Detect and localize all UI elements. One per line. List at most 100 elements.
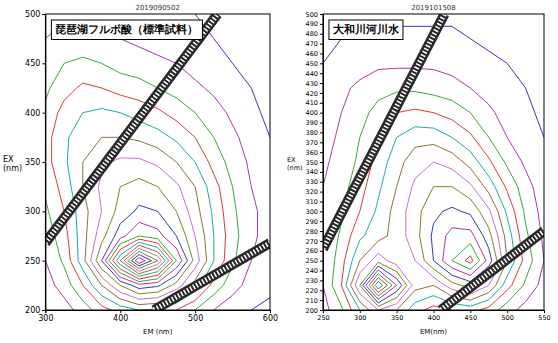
chart-svg: 300 400 500 600 200 250 300 350 400 450 500 EM (nm)… — [0, 0, 558, 343]
y-tick: 320 — [306, 188, 323, 196]
y-axis-title: EX(nm) — [3, 155, 22, 173]
contour — [372, 256, 473, 293]
y-tick-label: 460 — [306, 50, 318, 58]
y-tick: 480 — [306, 30, 323, 38]
y-tick-label: 480 — [306, 30, 318, 38]
y-tick-mark — [320, 14, 323, 15]
contour — [109, 236, 176, 282]
y-tick: 390 — [306, 119, 323, 127]
panel-title: 琵琶湖フルボ酸（標準試料） — [55, 23, 198, 36]
y-tick-label: 390 — [306, 119, 318, 127]
y-tick-mark — [320, 53, 323, 54]
y-tick: 210 — [306, 297, 323, 305]
contour — [96, 178, 193, 293]
y-tick: 350 — [25, 158, 45, 167]
y-tick: 310 — [306, 198, 323, 206]
y-tick: 220 — [306, 287, 323, 295]
y-tick-mark — [320, 280, 323, 281]
x-axis-title: EM(nm) — [420, 328, 447, 336]
y-tick: 500 — [306, 11, 323, 19]
y-tick-label: 310 — [306, 198, 318, 206]
y-tick-label: 450 — [25, 59, 40, 68]
x-tick-label: 350 — [391, 314, 403, 322]
x-tick-mark — [470, 310, 471, 313]
x-tick: 600 — [263, 310, 278, 323]
x-axis-title: EM (nm) — [143, 328, 173, 336]
contour — [124, 248, 161, 271]
plot-area — [323, 14, 544, 310]
y-tick-mark — [320, 192, 323, 193]
y-tick-mark — [320, 221, 323, 222]
y-tick-mark — [320, 290, 323, 291]
scatter-band-hatch — [154, 243, 270, 310]
y-tick: 410 — [306, 99, 323, 107]
y-tick: 500 — [25, 10, 45, 19]
y-tick-label: 320 — [306, 188, 318, 196]
y-tick: 450 — [25, 59, 45, 68]
contour — [375, 281, 383, 288]
x-axis: 300400500600 — [38, 310, 278, 323]
y-tick-mark — [320, 73, 323, 74]
y-axis-line — [320, 15, 324, 311]
x-tick-mark — [120, 310, 121, 313]
y-tick: 350 — [306, 159, 323, 167]
y-tick: 460 — [306, 50, 323, 58]
chart-root: 300 400 500 600 200 250 300 350 400 450 500 EM (nm)… — [0, 0, 558, 343]
y-tick: 270 — [306, 238, 323, 246]
y-tick-mark — [42, 310, 45, 311]
y-tick: 300 — [25, 207, 45, 216]
x-tick: 500 — [501, 310, 513, 322]
contour — [323, 26, 544, 310]
y-tick: 240 — [306, 267, 323, 275]
panel: 2503003504004505005502002102202302402502… — [287, 4, 553, 336]
y-tick: 260 — [306, 247, 323, 255]
y-axis: 2002102202302402502602702802903003103203… — [306, 11, 324, 315]
title-box — [51, 20, 202, 40]
x-tick-label: 300 — [38, 314, 53, 323]
y-tick-mark — [320, 162, 323, 163]
x-tick-mark — [195, 310, 196, 313]
panel: 300400500600200250300350400450500EM (nm)… — [3, 2, 279, 336]
y-tick: 250 — [306, 257, 323, 265]
y-tick-mark — [320, 182, 323, 183]
y-tick-label: 250 — [25, 257, 40, 266]
scatter-band — [154, 243, 270, 310]
y-tick: 400 — [306, 109, 323, 117]
y-tick-mark — [320, 142, 323, 143]
scatter-band — [323, 14, 445, 249]
y-tick-mark — [42, 261, 45, 262]
y-tick-label: 400 — [25, 109, 40, 118]
y-tick: 200 — [25, 306, 45, 315]
y-tick: 330 — [306, 178, 323, 186]
contour — [131, 255, 151, 266]
y-tick-label: 490 — [306, 20, 318, 28]
y-tick: 400 — [25, 109, 45, 118]
y-tick: 440 — [306, 70, 323, 78]
y-tick-label: 350 — [25, 158, 40, 167]
x-tick-mark — [544, 310, 545, 313]
y-tick-mark — [320, 123, 323, 124]
y-tick-mark — [320, 132, 323, 133]
x-tick-mark — [397, 310, 398, 313]
y-tick: 370 — [306, 139, 323, 147]
contour — [113, 239, 173, 279]
header-code: 2019090502 — [135, 4, 180, 12]
x-tick-label: 500 — [188, 314, 203, 323]
x-tick: 350 — [391, 310, 403, 322]
y-tick-label: 500 — [25, 10, 40, 19]
y-tick-label: 260 — [306, 247, 318, 255]
y-tick-label: 500 — [306, 11, 318, 19]
plot-frame — [323, 14, 544, 310]
y-tick-label: 360 — [306, 149, 318, 157]
contour — [45, 14, 270, 310]
contour — [117, 242, 169, 276]
y-tick: 360 — [306, 149, 323, 157]
x-tick-mark — [507, 310, 508, 313]
x-tick-label: 600 — [263, 314, 278, 323]
y-tick-mark — [320, 241, 323, 242]
y-tick: 250 — [25, 257, 45, 266]
y-tick: 380 — [306, 129, 323, 137]
contour — [135, 258, 145, 264]
y-tick-label: 300 — [306, 208, 318, 216]
y-tick-label: 270 — [306, 238, 318, 246]
